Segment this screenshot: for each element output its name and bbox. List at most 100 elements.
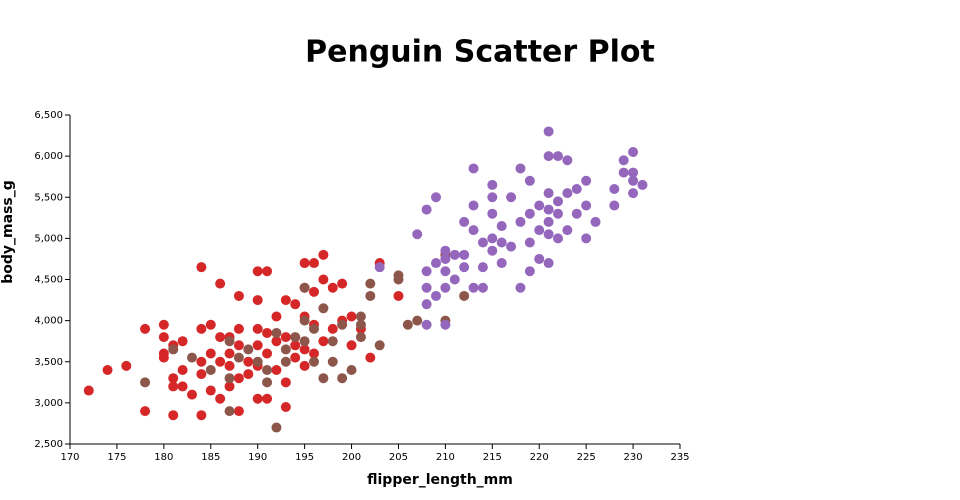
point [252, 393, 263, 404]
y-tick-label: 2,500 [34, 439, 63, 450]
point [140, 406, 151, 417]
point [299, 360, 310, 371]
point [215, 332, 226, 343]
point [421, 299, 432, 310]
point [609, 184, 620, 195]
point [309, 356, 319, 367]
point [524, 237, 535, 248]
point [280, 295, 291, 306]
y-tick-label: 4,500 [34, 275, 63, 286]
point [252, 295, 263, 306]
point [571, 184, 582, 195]
point [318, 336, 329, 347]
point [337, 373, 348, 384]
point [421, 266, 432, 277]
point [158, 319, 169, 330]
point [581, 175, 592, 186]
point [440, 245, 451, 256]
point [365, 352, 376, 363]
x-axis-label: flipper_length_mm [367, 472, 513, 488]
point [431, 258, 441, 269]
x-tick-label: 185 [201, 452, 220, 463]
point [459, 249, 470, 260]
point [524, 208, 535, 219]
point [346, 311, 357, 322]
point [243, 369, 254, 380]
x-tick-label: 190 [248, 452, 267, 463]
point [140, 323, 151, 334]
point [262, 348, 273, 359]
point [374, 262, 385, 273]
point [440, 266, 451, 277]
x-tick-label: 175 [107, 452, 126, 463]
point [233, 352, 244, 363]
point [524, 175, 535, 186]
x-tick-label: 200 [342, 452, 361, 463]
point [440, 253, 451, 264]
point [318, 249, 329, 260]
point [543, 151, 554, 162]
point [421, 319, 432, 330]
point [487, 245, 498, 256]
point [459, 290, 470, 301]
point [243, 356, 254, 367]
point [365, 278, 376, 289]
x-tick-label: 210 [436, 452, 455, 463]
point [140, 377, 151, 388]
point [440, 319, 451, 330]
point [487, 208, 498, 219]
point [327, 323, 338, 334]
point [262, 393, 273, 404]
point [83, 385, 94, 396]
point [571, 208, 582, 219]
point [280, 332, 291, 343]
point [290, 332, 301, 343]
point [562, 225, 573, 236]
point [262, 266, 273, 277]
point [581, 233, 592, 244]
point [628, 147, 639, 158]
point [215, 278, 226, 289]
point [534, 253, 545, 264]
point [496, 237, 507, 248]
point [421, 282, 432, 293]
point [224, 406, 235, 417]
point [233, 340, 244, 351]
point [168, 373, 179, 384]
point [581, 200, 592, 211]
point [187, 352, 197, 363]
y-axis-label: body_mass_g [0, 180, 16, 284]
point [158, 352, 169, 363]
point [299, 282, 310, 293]
point [299, 336, 310, 347]
point [515, 163, 526, 174]
x-tick-label: 180 [154, 452, 173, 463]
point [628, 175, 639, 186]
point [205, 319, 216, 330]
point [233, 406, 244, 417]
point [168, 410, 179, 421]
point [205, 348, 216, 359]
point [431, 290, 441, 301]
point [628, 188, 639, 199]
point [374, 340, 385, 351]
point [337, 319, 348, 330]
point [562, 155, 573, 166]
y-tick-label: 5,000 [34, 233, 63, 244]
point [233, 290, 244, 301]
point [496, 258, 507, 269]
point [252, 340, 263, 351]
y-tick-label: 6,000 [34, 151, 63, 162]
y-tick-label: 3,000 [34, 398, 63, 409]
point [553, 208, 563, 219]
point [609, 200, 620, 211]
x-tick-label: 170 [60, 452, 79, 463]
point [299, 315, 310, 326]
point [280, 401, 291, 412]
point [309, 286, 319, 297]
x-tick-label: 230 [624, 452, 643, 463]
point [252, 323, 263, 334]
point [393, 274, 404, 285]
point [431, 192, 441, 203]
point [449, 249, 460, 260]
